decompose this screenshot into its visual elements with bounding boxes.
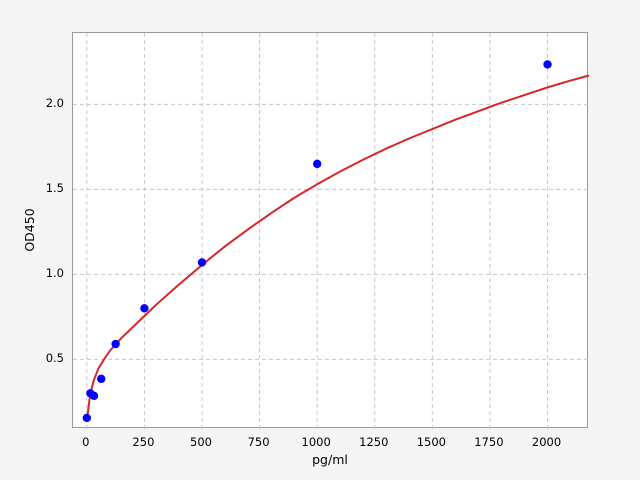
data-point <box>543 60 552 69</box>
x-tick-label: 1250 <box>359 435 389 449</box>
data-point <box>97 374 106 384</box>
y-tick-label: 2.0 <box>45 96 64 111</box>
data-point <box>197 258 207 267</box>
plot-area <box>72 32 590 429</box>
x-tick-label: 500 <box>190 435 212 449</box>
data-layer <box>82 60 590 423</box>
x-axis-title: pg/ml <box>312 452 348 467</box>
x-tick-label: 1500 <box>416 435 446 449</box>
x-tick-label: 0 <box>82 435 90 449</box>
data-point <box>89 391 99 401</box>
grid-lines <box>73 33 589 429</box>
y-tick-label: 1.0 <box>45 266 64 281</box>
y-tick-label: 1.5 <box>45 181 64 196</box>
x-tick-label: 750 <box>247 435 270 449</box>
x-tick-label: 250 <box>132 435 155 449</box>
x-tick-label: 1000 <box>301 435 331 449</box>
data-point <box>82 413 92 423</box>
data-point <box>312 159 322 169</box>
y-tick-label: 0.5 <box>45 351 64 366</box>
x-tick-label: 2000 <box>531 435 562 449</box>
x-tick-label: 1750 <box>474 435 504 449</box>
y-axis-title: OD450 <box>22 208 37 252</box>
data-point <box>140 304 149 313</box>
fit-curve <box>85 74 590 422</box>
data-point <box>111 339 120 349</box>
